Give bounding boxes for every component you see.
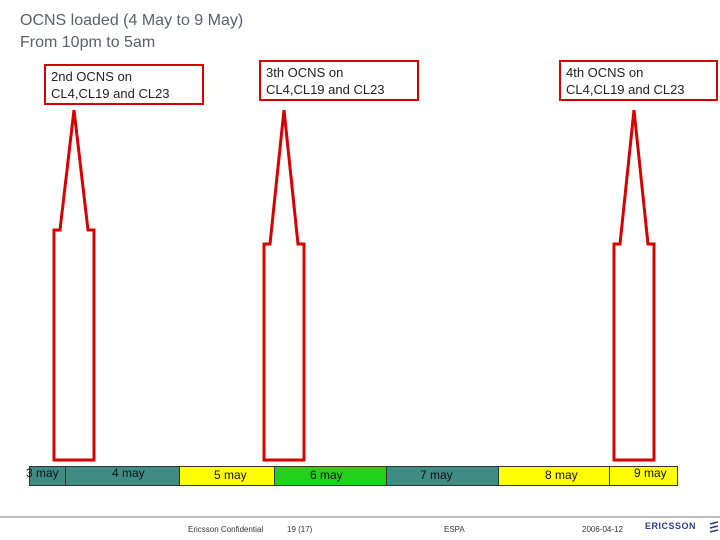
callout-4th-line1: 4th OCNS on bbox=[566, 65, 644, 80]
arrow-4th-ocns bbox=[612, 109, 656, 462]
callout-3th-line1: 3th OCNS on bbox=[266, 65, 344, 80]
callout-2nd-ocns: 2nd OCNS on CL4,CL19 and CL23 bbox=[44, 64, 204, 105]
slide-title: OCNS loaded (4 May to 9 May) From 10pm t… bbox=[20, 10, 243, 54]
timeline-segment-7-may bbox=[386, 467, 499, 485]
arrow-2nd-ocns bbox=[52, 109, 96, 462]
title-line-2: From 10pm to 5am bbox=[20, 34, 156, 51]
footer-page-number: 19 (17) bbox=[287, 525, 313, 534]
footer-divider bbox=[0, 516, 720, 518]
timeline-segment-8-may bbox=[498, 467, 611, 485]
day-label-4-may: 4 may bbox=[112, 466, 145, 480]
day-label-7-may: 7 may bbox=[420, 468, 453, 482]
timeline-segment-3-may bbox=[30, 467, 66, 485]
timeline-segment-9-may bbox=[610, 467, 678, 485]
callout-4th-line2: CL4,CL19 and CL23 bbox=[566, 82, 685, 97]
timeline-segment-4-may bbox=[65, 467, 180, 485]
timeline-segment-5-may bbox=[179, 467, 276, 485]
ericsson-logo-mark-icon bbox=[709, 521, 719, 533]
footer-date: 2006-04-12 bbox=[582, 525, 623, 534]
timeline-bar bbox=[29, 466, 678, 486]
arrow-3th-ocns bbox=[262, 109, 306, 462]
footer-confidential: Ericsson Confidential bbox=[188, 525, 264, 534]
callout-3th-ocns: 3th OCNS on CL4,CL19 and CL23 bbox=[259, 60, 419, 101]
footer-org: ESPA bbox=[444, 525, 465, 534]
ericsson-logo: ERICSSON bbox=[645, 521, 697, 531]
callout-2nd-line1: 2nd OCNS on bbox=[51, 69, 132, 84]
callout-2nd-line2: CL4,CL19 and CL23 bbox=[51, 86, 170, 101]
timeline-segment-6-may bbox=[275, 467, 387, 485]
day-label-6-may: 6 may bbox=[310, 468, 343, 482]
day-label-9-may: 9 may bbox=[634, 466, 667, 480]
day-label-8-may: 8 may bbox=[545, 468, 578, 482]
callout-3th-line2: CL4,CL19 and CL23 bbox=[266, 82, 385, 97]
day-label-5-may: 5 may bbox=[214, 468, 247, 482]
callout-4th-ocns: 4th OCNS on CL4,CL19 and CL23 bbox=[559, 60, 718, 101]
day-label-3-may: 3 may bbox=[26, 466, 59, 480]
title-line-1: OCNS loaded (4 May to 9 May) bbox=[20, 12, 244, 29]
